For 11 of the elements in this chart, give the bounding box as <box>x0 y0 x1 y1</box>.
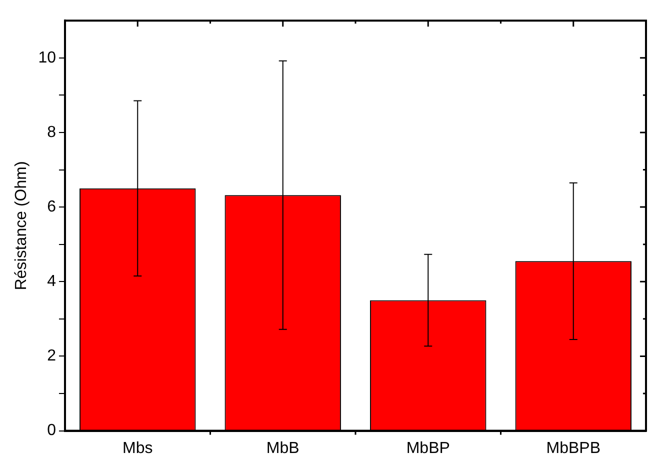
y-axis-title: Résistance (Ohm) <box>13 161 30 290</box>
y-tick-label: 10 <box>38 49 56 66</box>
y-tick-label: 4 <box>47 273 56 290</box>
x-tick-label: Mbs <box>122 440 153 457</box>
y-tick-label: 2 <box>47 348 56 365</box>
y-tick-label: 8 <box>47 124 56 141</box>
x-tick-label: MbB <box>266 440 300 457</box>
x-tick-label: MbBPB <box>546 440 600 457</box>
y-tick-label: 0 <box>47 422 56 440</box>
y-tick-label: 6 <box>47 198 56 216</box>
x-tick-label: MbBP <box>406 440 450 457</box>
